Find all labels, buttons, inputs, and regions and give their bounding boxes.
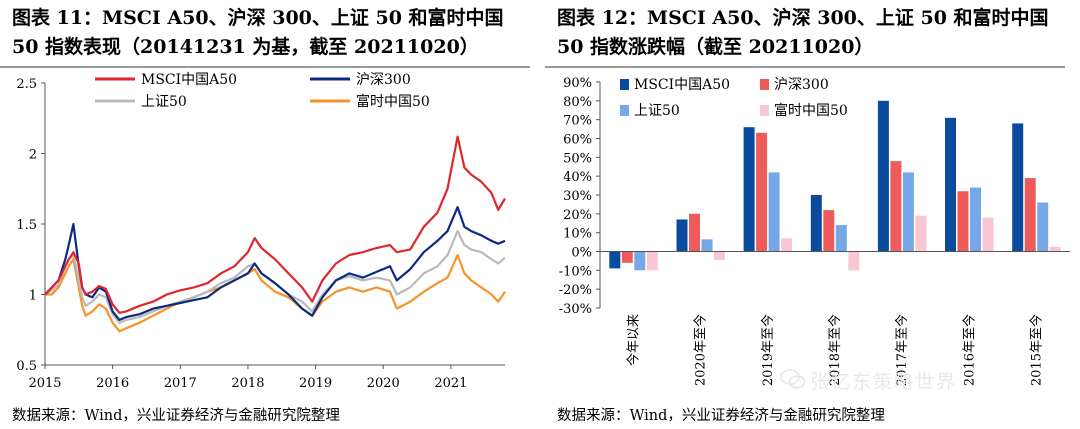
x-tick-label: 2018年至今 — [827, 314, 843, 386]
legend-label: 沪深300 — [356, 72, 411, 88]
bar-chart-source: 数据来源：Wind，兴业证券经济与金融研究院整理 — [557, 408, 885, 424]
bar — [823, 210, 835, 252]
x-tick-label: 2020 — [367, 376, 400, 391]
x-tick-label: 2021 — [434, 376, 467, 391]
x-tick-label: 2016 — [96, 376, 129, 391]
bar-chart: -30% -20% -10% 0% 10% 20% 30% 40% 50% 60% 70% 80% 90… — [559, 76, 1070, 386]
y-tick-label: 0% — [571, 246, 592, 261]
bar — [890, 161, 902, 252]
legend-label: 富时中国50 — [774, 102, 848, 119]
title-divider — [0, 66, 530, 68]
series-line — [44, 230, 506, 324]
y-tick-label: 90% — [563, 76, 592, 91]
y-tick-label: 20% — [563, 208, 592, 223]
bar — [835, 225, 847, 252]
bar-chart-panel: 图表 12：MSCI A50、沪深 300、上证 50 和富时中国 50 指数涨… — [545, 0, 1080, 429]
bar — [1049, 246, 1061, 252]
bar — [714, 251, 725, 260]
bar — [810, 195, 822, 252]
y-tick-label: -20% — [559, 283, 592, 298]
bar — [701, 239, 713, 252]
bar — [915, 215, 927, 252]
y-tick-label: 60% — [563, 133, 592, 148]
y-tick-label: 70% — [563, 114, 592, 129]
title-divider — [545, 66, 1065, 68]
bar — [689, 213, 700, 252]
bar — [945, 117, 956, 252]
y-tick-label: -30% — [559, 302, 592, 317]
x-tick-label: 2020年至今 — [693, 314, 709, 386]
y-tick-label: 1.5 — [16, 218, 37, 233]
legend-label: 富时中国50 — [356, 93, 430, 110]
wechat-icon — [780, 369, 806, 389]
y-tick-label: 50% — [563, 151, 592, 166]
bar — [1024, 178, 1036, 252]
x-tick-label: 今年以来 — [626, 314, 642, 366]
legend-swatch — [620, 105, 629, 116]
x-tick-label: 2019 — [299, 376, 332, 391]
y-tick-label: 1 — [29, 289, 37, 304]
bar — [957, 191, 969, 252]
x-tick-label: 2018 — [231, 376, 264, 391]
legend-swatch — [760, 79, 769, 90]
bar — [970, 187, 981, 252]
bar — [609, 251, 621, 269]
legend-label: 上证50 — [141, 94, 187, 110]
line-chart-title: 图表 11：MSCI A50、沪深 300、上证 50 和富时中国 50 指数表… — [12, 7, 504, 58]
x-tick-label: 2015 — [28, 376, 61, 391]
bar — [848, 251, 860, 271]
y-tick-label: 40% — [563, 170, 592, 185]
x-tick-label: 2015年至今 — [1028, 314, 1044, 386]
legend-label: MSCI中国A50 — [634, 77, 730, 93]
bar-chart-title: 图表 12：MSCI A50、沪深 300、上证 50 和富时中国 50 指数涨… — [557, 7, 1049, 58]
legend-label: MSCI中国A50 — [141, 72, 237, 88]
bar — [676, 219, 688, 252]
y-tick-label: 10% — [563, 227, 592, 242]
bar — [768, 172, 780, 252]
legend-label: 上证50 — [634, 103, 680, 119]
series-line — [44, 135, 506, 314]
legend-swatch — [760, 105, 769, 116]
y-tick-label: 0.5 — [16, 359, 37, 374]
bar — [902, 172, 914, 252]
bar — [1037, 202, 1049, 252]
line-chart-source: 数据来源：Wind，兴业证券经济与金融研究院整理 — [12, 408, 340, 424]
line-chart: 0.5 1 1.5 2 2.5 2015 2016 2017 2018 2019 2020 2021 M… — [16, 72, 506, 391]
y-tick-label: 2.5 — [16, 77, 37, 92]
line-chart-panel: 图表 11：MSCI A50、沪深 300、上证 50 和富时中国 50 指数表… — [0, 0, 530, 429]
legend-label: 沪深300 — [774, 77, 829, 93]
bar — [756, 132, 768, 252]
x-tick-label: 2016年至今 — [961, 314, 977, 386]
bar — [1012, 123, 1024, 252]
bar — [781, 238, 793, 252]
bar — [743, 127, 755, 252]
series-line — [45, 253, 506, 333]
bar — [982, 217, 994, 252]
y-tick-label: 30% — [563, 189, 592, 204]
bar — [877, 100, 889, 252]
series-line — [44, 206, 506, 321]
bar — [646, 251, 658, 271]
y-tick-label: 2 — [29, 148, 37, 163]
legend-swatch — [620, 79, 629, 90]
x-tick-label: 2017 — [164, 376, 197, 391]
bar — [634, 251, 646, 271]
y-tick-label: 80% — [563, 95, 592, 110]
bar — [621, 251, 633, 263]
x-tick-label: 2019年至今 — [760, 314, 776, 386]
y-tick-label: -10% — [559, 264, 592, 279]
x-tick-label: 2017年至今 — [894, 314, 910, 386]
watermark-text: 张忆东策略世界 — [810, 371, 958, 393]
